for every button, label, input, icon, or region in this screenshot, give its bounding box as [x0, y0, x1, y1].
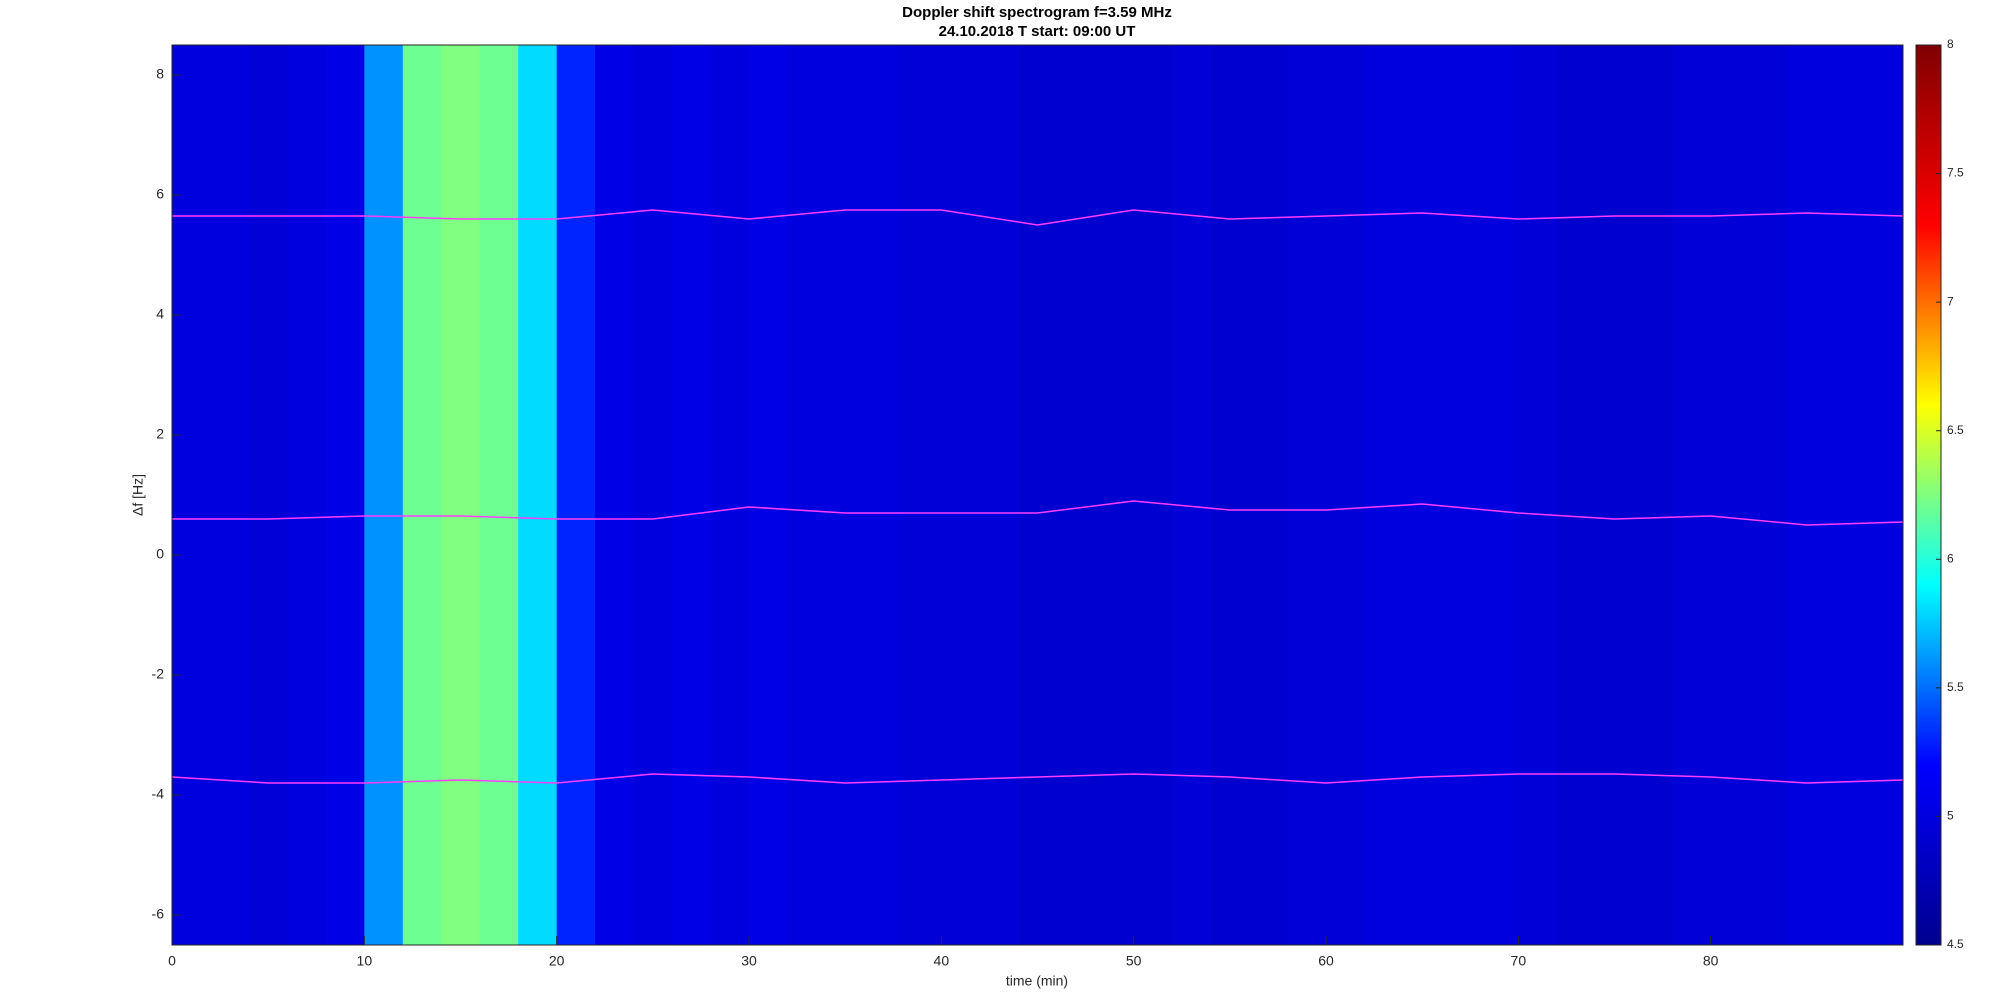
- heat-column: [1018, 45, 1058, 945]
- x-tick-label: 20: [549, 953, 565, 969]
- heat-column: [1787, 45, 1827, 945]
- heat-column: [1633, 45, 1673, 945]
- heat-column: [595, 45, 635, 945]
- colorbar-tick-label: 5.5: [1947, 680, 1964, 694]
- y-axis-label: Δf [Hz]: [130, 474, 146, 516]
- heat-column: [787, 45, 827, 945]
- x-tick-label: 10: [357, 953, 373, 969]
- colorbar-tick-label: 7.5: [1947, 166, 1964, 180]
- heat-column: [1749, 45, 1789, 945]
- y-tick-label: 2: [156, 426, 164, 442]
- colorbar-tick-label: 5: [1947, 809, 1954, 823]
- heat-column: [248, 45, 288, 945]
- heat-column: [825, 45, 865, 945]
- heat-column: [902, 45, 942, 945]
- axes-box: [171, 44, 1904, 946]
- colorbar-tick-label: 7: [1947, 294, 1954, 308]
- colorbar-tick-label: 4.5: [1947, 937, 1964, 951]
- x-tick-label: 70: [1511, 953, 1527, 969]
- colorbar: [1915, 44, 1942, 946]
- x-tick-label: 80: [1703, 953, 1719, 969]
- colorbar-tick-label: 8: [1947, 37, 1954, 51]
- heat-column: [1441, 45, 1481, 945]
- heat-column: [210, 45, 250, 945]
- heat-column: [1287, 45, 1327, 945]
- heat-column: [402, 45, 442, 945]
- heat-column: [1095, 45, 1135, 945]
- doppler-trace: [171, 773, 1904, 784]
- doppler-trace: [172, 500, 1904, 526]
- heat-column: [1518, 45, 1558, 945]
- heat-column: [479, 45, 519, 945]
- heat-column: [1210, 45, 1250, 945]
- heat-column: [1364, 45, 1404, 945]
- heat-column: [864, 45, 904, 945]
- heat-column: [518, 45, 558, 945]
- heat-column: [1672, 45, 1712, 945]
- y-tick-label: 0: [156, 546, 164, 562]
- y-tick-label: -2: [152, 666, 165, 682]
- heat-column: [1133, 45, 1173, 945]
- heat-column: [979, 45, 1019, 945]
- heat-column: [1056, 45, 1096, 945]
- colorbar-tick-label: 6.5: [1947, 423, 1964, 437]
- heat-column: [1172, 45, 1212, 945]
- heat-column: [1864, 45, 1904, 945]
- heat-column: [1710, 45, 1750, 945]
- x-tick-label: 60: [1318, 953, 1334, 969]
- y-tick-label: -6: [152, 906, 165, 922]
- x-tick-label: 0: [168, 953, 176, 969]
- chart-subtitle: 24.10.2018 T start: 09:00 UT: [939, 23, 1136, 40]
- heat-column: [556, 45, 596, 945]
- heat-column: [1595, 45, 1635, 945]
- heat-column: [1402, 45, 1442, 945]
- heat-column: [1826, 45, 1866, 945]
- heat-column: [441, 45, 481, 945]
- doppler-trace: [172, 209, 1904, 226]
- y-tick-label: 8: [156, 66, 164, 82]
- heat-column: [633, 45, 673, 945]
- x-axis-label: time (min): [1006, 973, 1068, 989]
- colorbar-tick-label: 6: [1947, 551, 1954, 565]
- heat-column: [672, 45, 712, 945]
- heat-column: [710, 45, 750, 945]
- y-tick-label: 4: [156, 306, 164, 322]
- heat-column: [1326, 45, 1365, 945]
- heat-column: [1249, 45, 1289, 945]
- heat-column: [364, 45, 404, 945]
- y-tick-label: 6: [156, 186, 164, 202]
- heat-column: [749, 45, 788, 945]
- heat-column: [325, 45, 365, 945]
- heat-column: [1479, 45, 1519, 945]
- x-tick-label: 40: [934, 953, 950, 969]
- chart-title: Doppler shift spectrogram f=3.59 MHz: [902, 4, 1172, 21]
- heat-column: [172, 45, 211, 945]
- heat-column: [941, 45, 981, 945]
- heat-column: [1556, 45, 1596, 945]
- y-tick-label: -4: [152, 786, 165, 802]
- heat-column: [287, 45, 327, 945]
- x-tick-label: 30: [741, 953, 757, 969]
- x-tick-label: 50: [1126, 953, 1142, 969]
